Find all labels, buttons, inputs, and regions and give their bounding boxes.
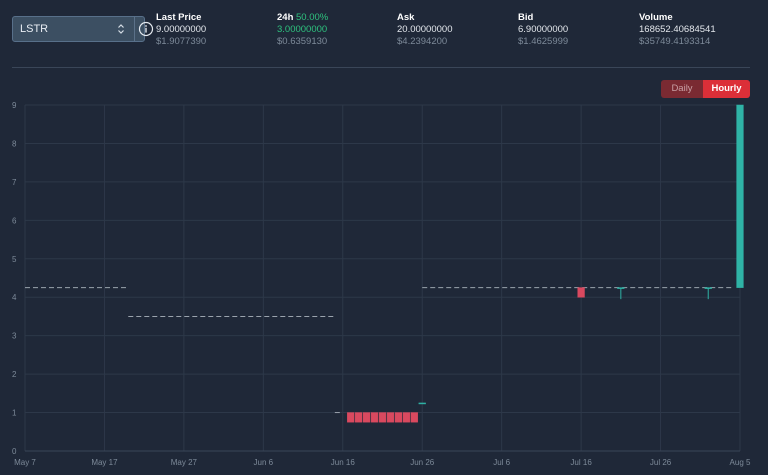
stat-ask: Ask 20.00000000 $4.2394200 — [397, 12, 452, 48]
candle — [370, 412, 379, 423]
candle — [402, 412, 410, 423]
info-icon[interactable] — [138, 21, 154, 37]
y-tick-label: 4 — [12, 293, 17, 302]
candle — [378, 412, 387, 423]
x-tick-label: Jul 6 — [493, 458, 510, 467]
stat-volume: Volume 168652.40684541 $35749.4193314 — [639, 12, 716, 48]
last-price-value: 9.00000000 — [156, 24, 207, 35]
volume-label: Volume — [639, 12, 673, 23]
y-tick-label: 8 — [12, 139, 17, 148]
x-tick-label: May 17 — [91, 458, 118, 467]
candle — [704, 287, 712, 289]
bid-usd: $1.4625999 — [518, 36, 569, 47]
candle — [410, 412, 418, 423]
change-24h-percent: 50.00% — [296, 12, 329, 23]
volume-usd: $35749.4193314 — [639, 36, 711, 47]
y-tick-label: 9 — [12, 101, 17, 110]
candle — [355, 412, 363, 423]
daily-button[interactable]: Daily — [661, 80, 703, 98]
header-divider — [12, 67, 750, 68]
change-24h-label: 24h — [277, 12, 294, 23]
x-tick-label: Jul 26 — [650, 458, 672, 467]
market-selector-label: LSTR — [20, 23, 49, 35]
selector-divider — [134, 17, 135, 41]
x-tick-label: Jul 16 — [570, 458, 592, 467]
y-tick-label: 7 — [12, 178, 17, 187]
market-selector[interactable]: LSTR — [12, 16, 154, 42]
y-tick-label: 1 — [12, 409, 17, 418]
x-tick-label: Jun 6 — [254, 458, 274, 467]
candle — [736, 104, 744, 288]
stat-last-price: Last Price 9.00000000 $1.9077390 — [156, 12, 206, 48]
stat-24h: 24h 50.00% 3.00000000 $0.6359130 — [277, 12, 328, 48]
volume-value: 168652.40684541 — [639, 24, 716, 35]
last-price-usd: $1.9077390 — [156, 36, 207, 47]
candle — [386, 412, 395, 423]
candle — [418, 402, 426, 405]
ask-usd: $4.2394200 — [397, 36, 448, 47]
stat-bid: Bid 6.90000000 $1.4625999 — [518, 12, 568, 48]
chevron-up-down-icon — [118, 24, 124, 34]
candle — [347, 412, 355, 423]
last-price-label: Last Price — [156, 12, 202, 23]
x-tick-label: Aug 5 — [730, 458, 751, 467]
y-tick-label: 5 — [12, 255, 17, 264]
change-24h-value: 3.00000000 — [277, 24, 328, 35]
candle — [362, 412, 371, 423]
x-tick-label: May 7 — [14, 458, 36, 467]
y-tick-label: 3 — [12, 332, 17, 341]
hourly-button[interactable]: Hourly — [703, 80, 750, 98]
interval-toggle: Daily Hourly — [661, 80, 750, 98]
market-header: LSTR Last Price 9.00000000 $1.9077390 24… — [0, 0, 768, 68]
x-tick-label: Jun 26 — [410, 458, 435, 467]
y-tick-label: 2 — [12, 370, 17, 379]
ask-label: Ask — [397, 12, 415, 23]
candle — [577, 287, 585, 298]
x-tick-label: May 27 — [171, 458, 198, 467]
candle — [617, 287, 625, 289]
candle — [394, 412, 403, 423]
change-24h-usd: $0.6359130 — [277, 36, 328, 47]
ask-value: 20.00000000 — [397, 24, 453, 35]
x-tick-label: Jun 16 — [331, 458, 356, 467]
bid-label: Bid — [518, 12, 534, 23]
bid-value: 6.90000000 — [518, 24, 569, 35]
y-tick-label: 6 — [12, 216, 17, 225]
y-tick-label: 0 — [12, 447, 17, 456]
